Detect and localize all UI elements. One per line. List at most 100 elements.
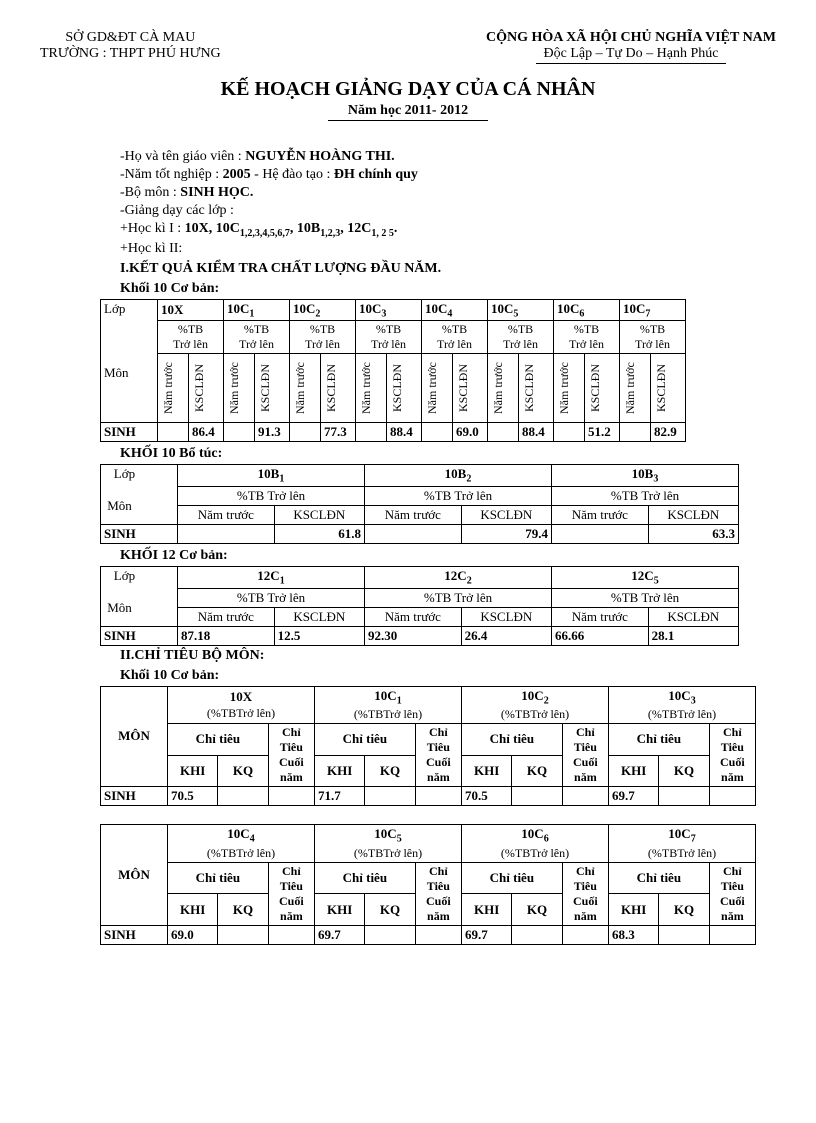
t1-ks-3: KSCLĐN <box>387 354 422 423</box>
t1-ptb-2: %TBTrở lên <box>290 321 356 354</box>
t1-ks-val-0: 86.4 <box>189 423 224 442</box>
t1-class-4: 10C4 <box>422 299 488 321</box>
t1-nt-val-2 <box>290 423 321 442</box>
t4b-ctcn-val-1 <box>415 925 461 944</box>
t2-ks-1: KSCLĐN <box>461 505 551 524</box>
dept-label: -Bộ môn : <box>120 185 177 200</box>
t4a-kq-1: KQ <box>365 755 415 787</box>
hk1-label: +Học kì I : <box>120 221 181 236</box>
t2-nt-val-1 <box>365 524 462 543</box>
t2-nt-0: Năm trước <box>178 505 275 524</box>
t4b-class-3: 10C7(%TBTrở lên) <box>609 825 756 863</box>
year-value: 2005 <box>219 167 251 182</box>
t4b-kq-val-3 <box>659 925 709 944</box>
t2-nt-val-0 <box>178 524 275 543</box>
t4b-class-2: 10C6(%TBTrở lên) <box>462 825 609 863</box>
t3-ptb-2: %TB Trở lên <box>552 588 739 607</box>
t2-ks-val-0: 61.8 <box>274 524 364 543</box>
t1-nt-val-5 <box>488 423 519 442</box>
table-khoi12cb: Lớp Môn12C112C212C5%TB Trở lên%TB Trở lê… <box>100 566 739 646</box>
t3-class-2: 12C5 <box>552 566 739 588</box>
t3-ks-0: KSCLĐN <box>274 607 364 626</box>
t1-ptb-1: %TBTrở lên <box>224 321 290 354</box>
t4b-ct-0: Chỉ tiêu <box>168 862 269 894</box>
t3-class-0: 12C1 <box>178 566 365 588</box>
t2-ptb-1: %TB Trở lên <box>365 486 552 505</box>
t4a-ct-0: Chỉ tiêu <box>168 724 269 756</box>
t4a-khi-2: KHI <box>462 755 512 787</box>
t1-ptb-0: %TBTrở lên <box>158 321 224 354</box>
t1-nt-4: Năm trước <box>422 354 453 423</box>
t4a-ctcn-val-1 <box>415 787 461 806</box>
t2-ptb-2: %TB Trở lên <box>552 486 739 505</box>
t3-ks-2: KSCLĐN <box>648 607 738 626</box>
t1-ks-7: KSCLĐN <box>651 354 686 423</box>
t3-nt-0: Năm trước <box>178 607 275 626</box>
section-2-title: II.CHỈ TIÊU BỘ MÔN: <box>120 648 776 664</box>
t1-ks-val-1: 91.3 <box>255 423 290 442</box>
t1-ptb-6: %TBTrở lên <box>554 321 620 354</box>
t1-class-6: 10C6 <box>554 299 620 321</box>
dept-value: SINH HỌC. <box>177 185 254 200</box>
t4a-sinh: SINH <box>101 787 168 806</box>
t4a-ctcn-0: ChỉTiêuCuốinăm <box>268 724 314 787</box>
t4a-khi-val-0: 70.5 <box>168 787 218 806</box>
t1-nt-0: Năm trước <box>158 354 189 423</box>
t4a-kq-val-2 <box>512 787 562 806</box>
t4a-class-0: 10X(%TBTrở lên) <box>168 686 315 724</box>
hk1-a: 10X, 10C <box>181 221 240 236</box>
t4a-kq-val-3 <box>659 787 709 806</box>
table-khoi10bt: Lớp Môn10B110B210B3%TB Trở lên%TB Trở lê… <box>100 464 739 544</box>
t4b-ctcn-val-3 <box>709 925 755 944</box>
t3-ptb-0: %TB Trở lên <box>178 588 365 607</box>
t4a-ctcn-val-0 <box>268 787 314 806</box>
t1-ptb-4: %TBTrở lên <box>422 321 488 354</box>
year-label: -Năm tốt nghiệp : <box>120 167 219 182</box>
t4a-kq-val-0 <box>218 787 268 806</box>
t1-nt-val-6 <box>554 423 585 442</box>
t2-sinh: SINH <box>101 524 178 543</box>
khoi10bt-label: KHỐI 10 Bổ túc: <box>120 446 776 462</box>
t3-ks-1: KSCLĐN <box>461 607 551 626</box>
t2-nt-2: Năm trước <box>552 505 649 524</box>
t1-nt-5: Năm trước <box>488 354 519 423</box>
t4a-khi-val-2: 70.5 <box>462 787 512 806</box>
t4a-ct-1: Chỉ tiêu <box>315 724 416 756</box>
t4b-khi-val-2: 69.7 <box>462 925 512 944</box>
khoi12cb-label: KHỐI 12 Cơ bản: <box>120 548 776 564</box>
t1-class-5: 10C5 <box>488 299 554 321</box>
t4a-ctcn-val-2 <box>562 787 608 806</box>
t1-class-2: 10C2 <box>290 299 356 321</box>
t3-ptb-1: %TB Trở lên <box>365 588 552 607</box>
t1-ks-2: KSCLĐN <box>321 354 356 423</box>
t4b-ctcn-3: ChỉTiêuCuốinăm <box>709 862 755 925</box>
t1-nt-val-7 <box>620 423 651 442</box>
t4b-khi-2: KHI <box>462 894 512 926</box>
doc-subtitle: Năm học 2011- 2012 <box>328 103 488 121</box>
teacher-info: -Họ và tên giáo viên : NGUYỄN HOÀNG THI.… <box>120 149 776 257</box>
name-value: NGUYỄN HOÀNG THI. <box>242 149 395 164</box>
t1-nt-val-0 <box>158 423 189 442</box>
t1-class-0: 10X <box>158 299 224 321</box>
t4a-khi-val-3: 69.7 <box>609 787 659 806</box>
t1-sinh: SINH <box>101 423 158 442</box>
t1-nt-1: Năm trước <box>224 354 255 423</box>
t1-ks-val-7: 82.9 <box>651 423 686 442</box>
t1-lop-head: LớpMôn <box>101 299 158 423</box>
t4b-ct-2: Chỉ tiêu <box>462 862 563 894</box>
t4a-ctcn-1: ChỉTiêuCuốinăm <box>415 724 461 787</box>
section-1-title: I.KẾT QUẢ KIỂM TRA CHẤT LƯỢNG ĐẦU NĂM. <box>120 261 776 277</box>
t1-ptb-7: %TBTrở lên <box>620 321 686 354</box>
t1-ks-val-5: 88.4 <box>519 423 554 442</box>
t3-nt-val-2: 66.66 <box>552 626 649 645</box>
table-khoi10cb: LớpMôn10X10C110C210C310C410C510C610C7%TB… <box>100 299 686 443</box>
t3-sinh: SINH <box>101 626 178 645</box>
t3-lop-head: Lớp Môn <box>101 566 178 626</box>
hk1-c-sub: 1, 2 5 <box>371 228 394 239</box>
t1-ptb-3: %TBTrở lên <box>356 321 422 354</box>
t2-ks-val-2: 63.3 <box>648 524 738 543</box>
t4a-ctcn-val-3 <box>709 787 755 806</box>
t4b-kq-0: KQ <box>218 894 268 926</box>
hk1-b-sub: 1,2,3 <box>320 228 340 239</box>
t1-ptb-5: %TBTrở lên <box>488 321 554 354</box>
